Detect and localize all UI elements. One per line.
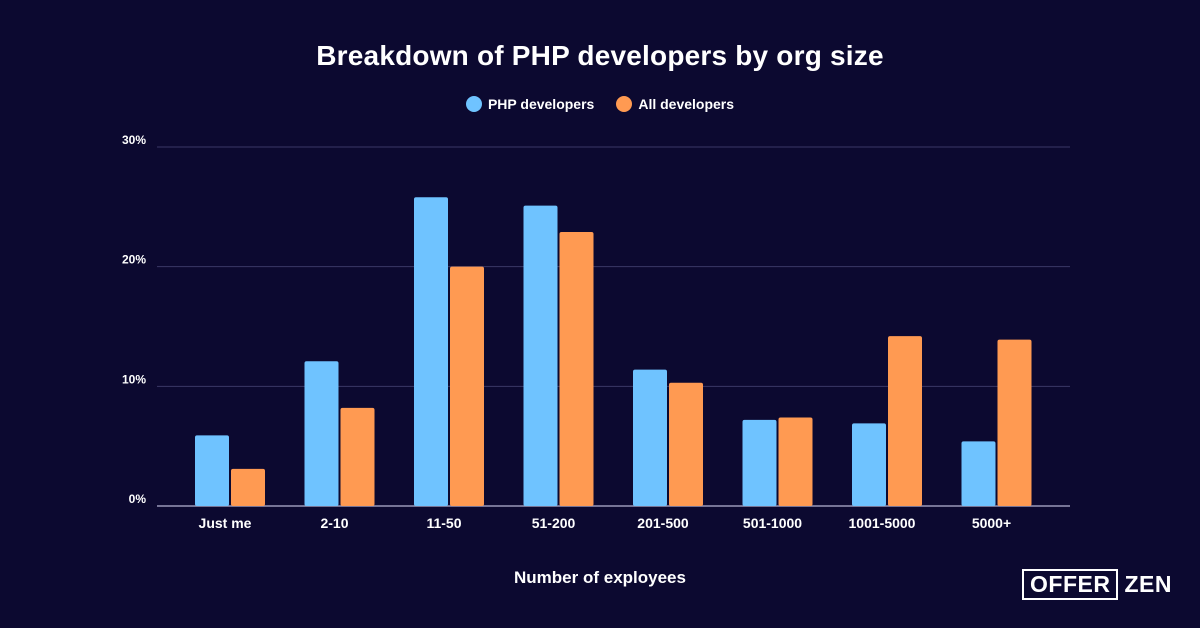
legend-item-php: PHP developers <box>465 96 595 112</box>
chart-legend: PHP developers All developers <box>0 96 1200 112</box>
legend-swatch-all <box>616 96 633 112</box>
x-tick-label: 51-200 <box>532 515 576 531</box>
bar-all-developers <box>997 339 1032 506</box>
chart-title: Breakdown of PHP developers by org size <box>316 40 884 71</box>
logo-offer: OFFER <box>1022 568 1119 600</box>
legend-item-all: All developers <box>616 96 734 112</box>
y-tick-label: 20% <box>122 253 146 267</box>
bar-php-developers <box>633 369 667 506</box>
x-tick-label: 1001-5000 <box>849 515 916 531</box>
y-tick-labels: 0% 10% 20% 30% <box>122 133 146 506</box>
x-tick-label: 5000+ <box>972 515 1011 531</box>
x-tick-label: 2-10 <box>320 515 348 531</box>
x-tick-label: 11-50 <box>426 515 461 531</box>
x-tick-label: 501-1000 <box>743 515 802 531</box>
bar-all-developers <box>559 231 594 507</box>
bar-all-developers <box>450 266 484 506</box>
x-tick-label: Just me <box>199 515 252 531</box>
bar-php-developers <box>414 197 448 506</box>
legend-swatch-php <box>465 96 482 112</box>
bar-all-developers <box>340 407 375 506</box>
y-tick-label: 30% <box>122 133 146 147</box>
logo-zen: ZEN <box>1124 570 1172 597</box>
x-tick-labels: Just me 2-10 11-50 51-200 201-500 501-1000 100… <box>199 515 1012 531</box>
gridlines <box>157 146 1070 507</box>
offerzen-logo: OFFER ZEN <box>1022 568 1172 600</box>
y-tick-label: 10% <box>122 372 146 386</box>
bar-all-developers <box>231 468 265 506</box>
bar-php-developers <box>195 435 229 506</box>
bar-php-developers <box>852 423 886 506</box>
bar-all-developers <box>669 382 703 506</box>
bar-php-developers <box>961 441 996 506</box>
bar-php-developers <box>304 361 339 506</box>
bar-php-developers <box>742 419 777 506</box>
bars <box>195 197 1032 507</box>
x-tick-label: 201-500 <box>637 515 689 531</box>
bar-all-developers <box>888 336 922 506</box>
legend-label-php: PHP developers <box>487 96 595 112</box>
x-axis-title: Number of exployees <box>514 568 686 587</box>
bar-php-developers <box>523 205 558 507</box>
bar-all-developers <box>778 417 813 506</box>
legend-label-all: All developers <box>638 96 735 112</box>
y-tick-label: 0% <box>129 492 147 506</box>
